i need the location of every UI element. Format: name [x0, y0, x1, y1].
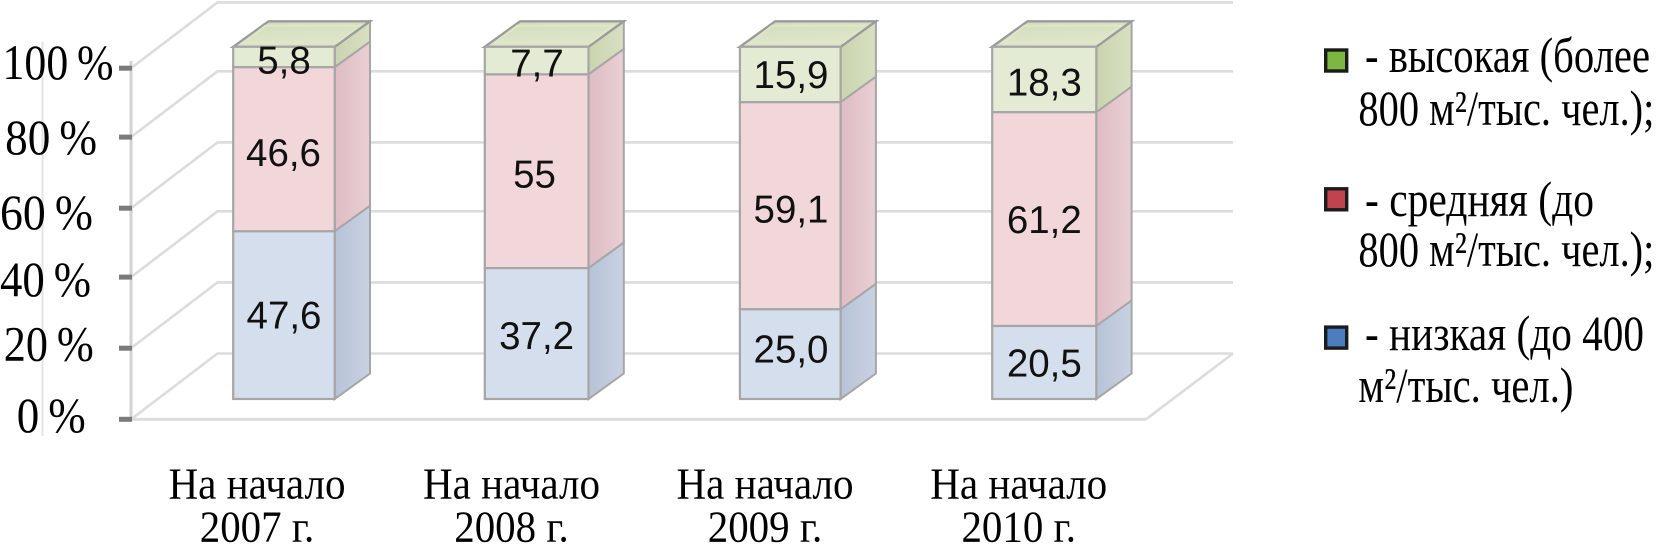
svg-text:0 %: 0 % — [17, 387, 86, 443]
svg-text:2008 г.: 2008 г. — [454, 503, 569, 545]
svg-text:- высокая (более: - высокая (более — [1365, 27, 1650, 83]
svg-text:На начало: На начало — [423, 460, 600, 509]
svg-text:м²/тыс. чел.): м²/тыс. чел.) — [1358, 357, 1573, 413]
svg-text:800 м²/тыс. чел.);: 800 м²/тыс. чел.); — [1358, 221, 1654, 277]
svg-text:37,2: 37,2 — [499, 315, 574, 358]
svg-text:47,6: 47,6 — [247, 295, 322, 338]
svg-text:- низкая (до 400: - низкая (до 400 — [1365, 305, 1644, 361]
svg-text:100 %: 100 % — [3, 34, 114, 90]
svg-text:- средняя (до: - средняя (до — [1365, 171, 1594, 227]
svg-text:55: 55 — [513, 153, 556, 196]
svg-text:На начало: На начало — [930, 460, 1107, 509]
svg-text:18,3: 18,3 — [1007, 62, 1082, 105]
svg-text:15,9: 15,9 — [754, 54, 829, 97]
svg-text:61,2: 61,2 — [1007, 199, 1082, 242]
svg-text:2009 г.: 2009 г. — [708, 503, 823, 545]
svg-text:20,5: 20,5 — [1007, 343, 1082, 386]
svg-text:40 %: 40 % — [0, 251, 91, 307]
svg-text:80 %: 80 % — [5, 109, 97, 165]
svg-text:25,0: 25,0 — [754, 329, 829, 372]
svg-text:59,1: 59,1 — [754, 188, 829, 231]
svg-text:2010 г.: 2010 г. — [961, 503, 1076, 545]
svg-text:5,8: 5,8 — [257, 40, 311, 83]
svg-text:20 %: 20 % — [4, 315, 94, 371]
svg-text:60 %: 60 % — [0, 184, 93, 240]
svg-text:7,7: 7,7 — [510, 42, 564, 85]
svg-text:46,6: 46,6 — [246, 132, 321, 175]
svg-text:800 м²/тыс. чел.);: 800 м²/тыс. чел.); — [1358, 80, 1654, 136]
svg-text:2007 г.: 2007 г. — [200, 503, 315, 545]
svg-text:На начало: На начало — [677, 460, 854, 509]
svg-text:На начало: На начало — [169, 460, 346, 509]
